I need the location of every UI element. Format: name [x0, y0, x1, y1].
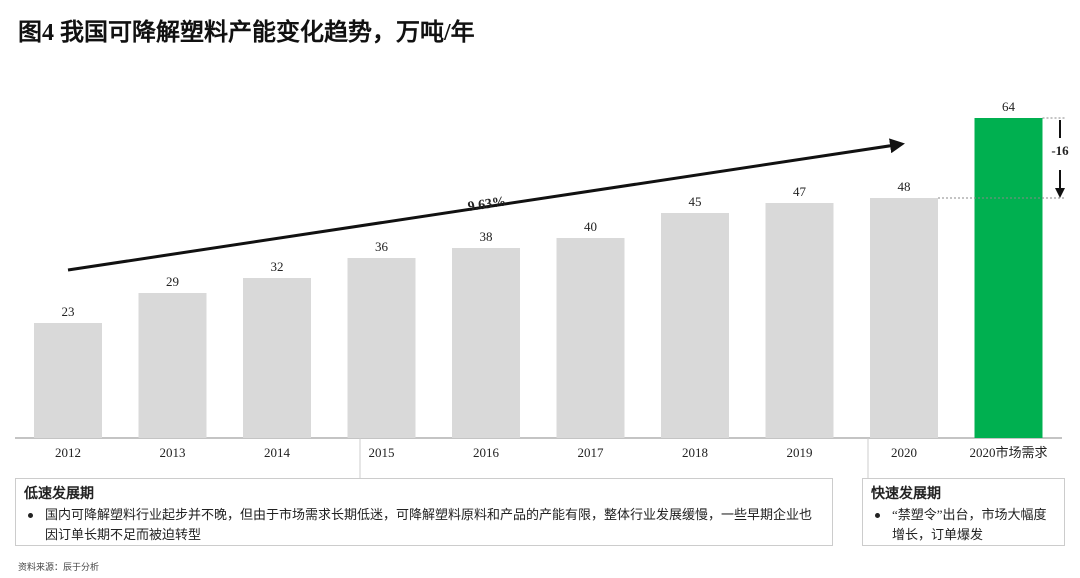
data-label: 23: [62, 304, 75, 319]
x-tick-label: 2018: [682, 445, 708, 460]
bullet: [28, 513, 33, 518]
data-label: 47: [793, 184, 807, 199]
phase-title: 快速发展期: [871, 487, 941, 502]
bar: [138, 293, 207, 438]
data-label: 36: [375, 239, 389, 254]
data-label: 32: [271, 259, 284, 274]
phase-text: 国内可降解塑料行业起步并不晚，但由于市场需求长期低迷，可降解塑料原料和产品的产能…: [45, 507, 813, 542]
source-note: 资料来源：辰于分析: [18, 562, 100, 572]
x-tick-label: 2012: [55, 445, 81, 460]
bar: [34, 323, 102, 438]
data-label: 64: [1002, 99, 1016, 114]
growth-label: 9.63%: [467, 194, 507, 215]
chart-title: 图4 我国可降解塑料产能变化趋势，万吨/年: [18, 20, 475, 46]
x-tick-label: 2019: [787, 445, 813, 460]
x-tick-label: 2020: [891, 445, 917, 460]
phase-box: 快速发展期 “禁塑令”出台，市场大幅度增长，订单爆发: [862, 478, 1065, 546]
x-tick-label: 2014: [264, 445, 291, 460]
x-tick-label: 2017: [578, 445, 605, 460]
bar: [765, 203, 834, 438]
x-tick-label: 2013: [160, 445, 186, 460]
gap-label: -16: [1051, 143, 1069, 158]
bar: [870, 198, 938, 438]
data-label: 29: [166, 274, 179, 289]
bar: [452, 248, 520, 438]
phase-title: 低速发展期: [24, 487, 94, 502]
x-tick-label: 2016: [473, 445, 500, 460]
bar: [974, 118, 1043, 438]
bar: [347, 258, 416, 438]
bullet: [875, 513, 880, 518]
bar: [661, 213, 729, 438]
phase-text: “禁塑令”出台，市场大幅度增长，订单爆发: [892, 507, 1047, 542]
data-label: 48: [898, 179, 911, 194]
x-tick-label: 2020市场需求: [969, 445, 1047, 460]
phase-box: 低速发展期 国内可降解塑料行业起步并不晚，但由于市场需求长期低迷，可降解塑料原料…: [15, 478, 833, 546]
bar: [556, 238, 625, 438]
data-label: 40: [584, 219, 597, 234]
data-label: 45: [689, 194, 702, 209]
trend-arrow: [67, 138, 905, 272]
bar: [243, 278, 311, 438]
chart: 9.63% 23 2012 29 2013 32 2014 36 2015 38 2016 40 20…: [15, 99, 1069, 478]
data-label: 38: [480, 229, 493, 244]
x-tick-label: 2015: [369, 445, 395, 460]
